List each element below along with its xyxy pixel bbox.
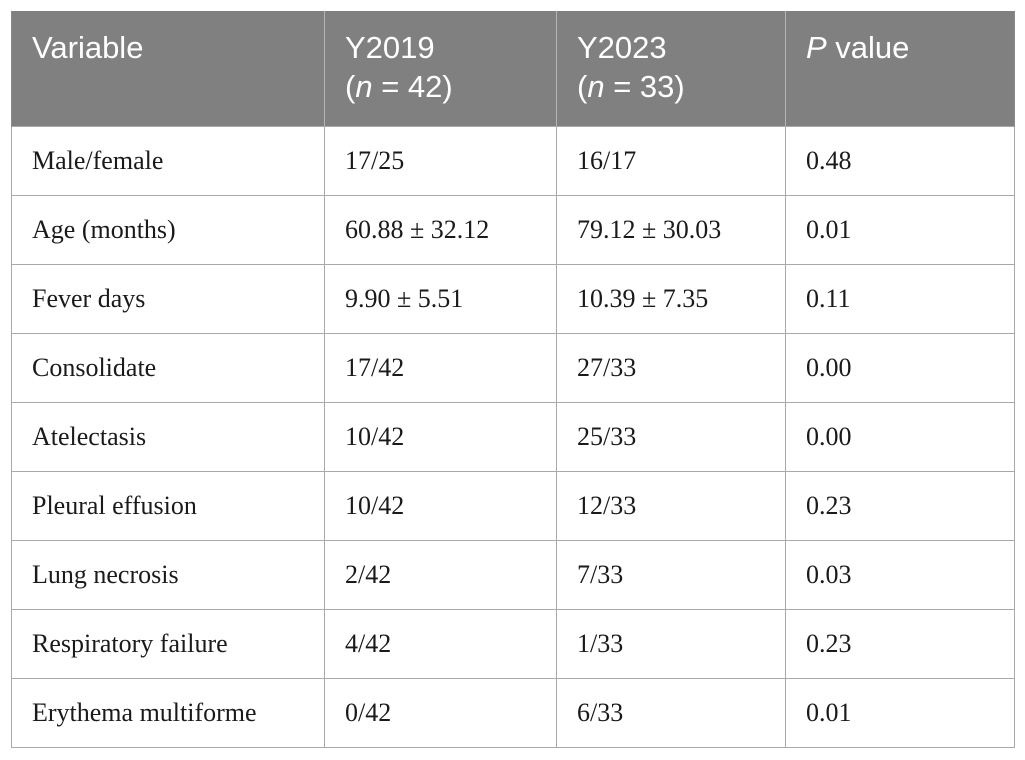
cell-y2019: 0/42 xyxy=(324,677,557,748)
cell-p-value: 0.00 xyxy=(785,332,1015,403)
table-row: Fever days 9.90 ± 5.51 10.39 ± 7.35 0.11 xyxy=(11,263,1015,334)
header-y2023-n: (n = 33) xyxy=(577,69,685,104)
header-p-text: value xyxy=(826,30,910,65)
header-p-value-label: P value xyxy=(806,28,994,67)
cell-y2019: 10/42 xyxy=(324,470,557,541)
table-row: Age (months) 60.88 ± 32.12 79.12 ± 30.03… xyxy=(11,194,1015,265)
header-variable: Variable xyxy=(11,11,325,126)
cell-y2019: 4/42 xyxy=(324,608,557,679)
table-row: Lung necrosis 2/42 7/33 0.03 xyxy=(11,539,1015,610)
cell-y2019: 17/25 xyxy=(324,125,557,196)
cell-y2023: 12/33 xyxy=(556,470,786,541)
table-row: Pleural effusion 10/42 12/33 0.23 xyxy=(11,470,1015,541)
header-y2019-n: (n = 42) xyxy=(345,69,453,104)
cell-p-value: 0.23 xyxy=(785,470,1015,541)
header-p-value: P value xyxy=(785,11,1015,126)
cell-p-value: 0.03 xyxy=(785,539,1015,610)
table-row: Consolidate 17/42 27/33 0.00 xyxy=(11,332,1015,403)
cell-p-value: 0.48 xyxy=(785,125,1015,196)
cell-y2023: 6/33 xyxy=(556,677,786,748)
cell-y2023: 10.39 ± 7.35 xyxy=(556,263,786,334)
table-row: Erythema multiforme 0/42 6/33 0.01 xyxy=(11,677,1015,748)
cell-variable: Atelectasis xyxy=(11,401,325,472)
cell-variable: Male/female xyxy=(11,125,325,196)
cell-y2023: 7/33 xyxy=(556,539,786,610)
header-y2023-n-value: = 33) xyxy=(604,69,685,104)
cell-variable: Lung necrosis xyxy=(11,539,325,610)
cell-y2019: 2/42 xyxy=(324,539,557,610)
cell-y2023: 1/33 xyxy=(556,608,786,679)
data-table: Variable Y2019 (n = 42) Y2023 (n = 33) P… xyxy=(11,11,1015,748)
cell-p-value: 0.01 xyxy=(785,677,1015,748)
cell-variable: Erythema multiforme xyxy=(11,677,325,748)
header-y2019-label: Y2019 xyxy=(345,30,435,65)
cell-y2023: 25/33 xyxy=(556,401,786,472)
cell-y2019: 17/42 xyxy=(324,332,557,403)
table-row: Male/female 17/25 16/17 0.48 xyxy=(11,125,1015,196)
header-y2019-n-symbol: n xyxy=(355,69,373,104)
cell-variable: Age (months) xyxy=(11,194,325,265)
header-y2023-label: Y2023 xyxy=(577,30,667,65)
cell-y2019: 10/42 xyxy=(324,401,557,472)
header-p-symbol: P xyxy=(806,30,827,65)
cell-p-value: 0.11 xyxy=(785,263,1015,334)
cell-variable: Fever days xyxy=(11,263,325,334)
cell-variable: Respiratory failure xyxy=(11,608,325,679)
table-row: Atelectasis 10/42 25/33 0.00 xyxy=(11,401,1015,472)
table-header: Variable Y2019 (n = 42) Y2023 (n = 33) P… xyxy=(11,11,1015,126)
header-y2023: Y2023 (n = 33) xyxy=(556,11,786,126)
cell-p-value: 0.00 xyxy=(785,401,1015,472)
table-body: Male/female 17/25 16/17 0.48 Age (months… xyxy=(11,125,1015,748)
cell-y2023: 27/33 xyxy=(556,332,786,403)
cell-p-value: 0.01 xyxy=(785,194,1015,265)
cell-y2019: 60.88 ± 32.12 xyxy=(324,194,557,265)
cell-y2023: 79.12 ± 30.03 xyxy=(556,194,786,265)
header-row: Variable Y2019 (n = 42) Y2023 (n = 33) P… xyxy=(11,11,1015,126)
cell-y2019: 9.90 ± 5.51 xyxy=(324,263,557,334)
cell-y2023: 16/17 xyxy=(556,125,786,196)
header-y2019: Y2019 (n = 42) xyxy=(324,11,557,126)
cell-variable: Pleural effusion xyxy=(11,470,325,541)
header-y2019-n-value: = 42) xyxy=(372,69,453,104)
cell-p-value: 0.23 xyxy=(785,608,1015,679)
header-y2023-n-symbol: n xyxy=(587,69,605,104)
header-variable-label: Variable xyxy=(32,30,144,65)
table-row: Respiratory failure 4/42 1/33 0.23 xyxy=(11,608,1015,679)
cell-variable: Consolidate xyxy=(11,332,325,403)
